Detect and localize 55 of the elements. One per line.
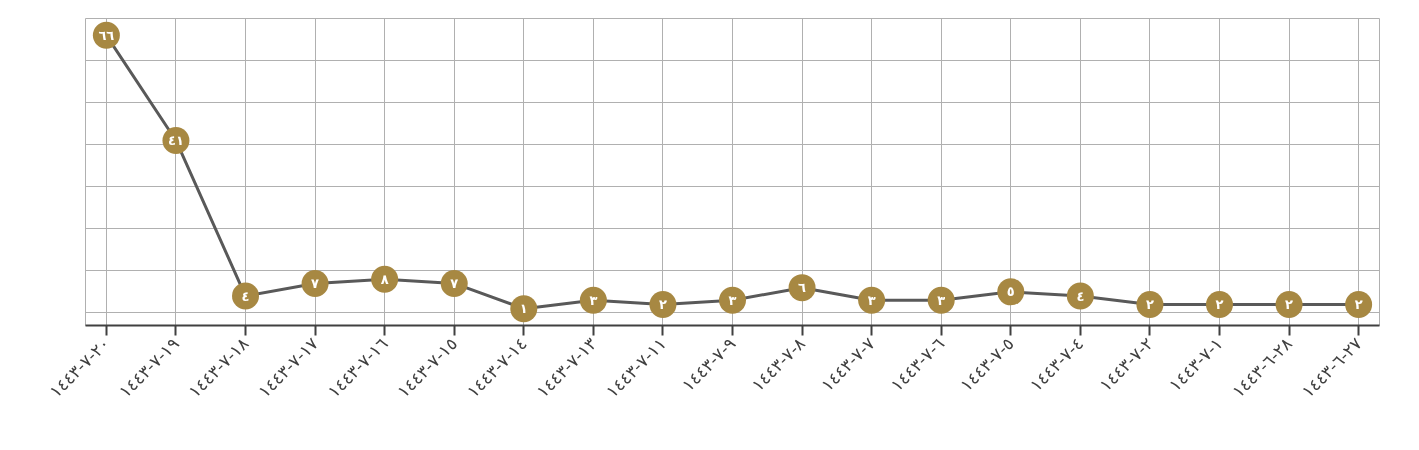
data-label: ٤ — [241, 288, 250, 304]
data-label: ٤١ — [168, 132, 184, 148]
x-tick-label: ١٤٤٣-٧-١٣ — [532, 333, 601, 402]
x-tick-label: ١٤٤٣-٧-١٤ — [462, 333, 531, 402]
data-label: ٣ — [589, 292, 598, 308]
point — [1345, 291, 1373, 318]
data-label: ٦ — [798, 280, 807, 296]
data-label: ٢ — [658, 296, 667, 312]
x-tick-label: ١٤٤٣-٧-١٧ — [254, 333, 323, 402]
point — [510, 295, 538, 323]
point — [579, 286, 607, 314]
data-label: ١ — [519, 301, 528, 317]
data-label: ٣ — [937, 292, 946, 308]
x-tick-label: ١٤٤٣-٧-٧ — [817, 333, 879, 395]
data-label: ٢ — [1145, 296, 1154, 312]
point — [301, 269, 329, 297]
x-tick-label: ١٤٤٣-٧-٢٠ — [45, 333, 114, 402]
x-tick-label: ١٤٤٣-٧-٩ — [678, 333, 740, 395]
point — [788, 274, 816, 302]
x-tick-label: ١٤٤٣-٧-١٦ — [323, 333, 392, 402]
point — [232, 282, 260, 310]
data-label: ٧ — [311, 275, 320, 291]
point — [1136, 291, 1164, 318]
point — [649, 291, 677, 318]
data-label: ٣ — [728, 292, 737, 308]
x-tick-label: ١٤٤٣-٦-٢٨ — [1228, 333, 1297, 402]
x-tick-label: ١٤٤٣-٧-٨ — [747, 333, 810, 395]
data-label: ٢ — [1215, 296, 1224, 312]
point — [371, 265, 399, 293]
data-label: ٥ — [1006, 284, 1015, 300]
data-label: ٨ — [380, 271, 389, 287]
point — [440, 269, 468, 297]
point — [927, 286, 955, 314]
x-tick-label: ١٤٤٣-٧-١٨ — [184, 333, 253, 402]
point — [858, 286, 886, 314]
data-label: ٢ — [1354, 296, 1363, 312]
point — [1275, 291, 1303, 318]
point — [997, 278, 1025, 306]
data-label: ٦٦ — [98, 27, 115, 43]
x-tick-label: ١٤٤٣-٧-١ — [1164, 333, 1227, 395]
data-label: ٧ — [450, 275, 459, 291]
x-tick-label: ١٤٤٣-٧-٦ — [886, 333, 949, 395]
data-label: ٢ — [1285, 296, 1294, 312]
x-tick-label: ١٤٤٣-٧-٥ — [956, 333, 1018, 395]
data-label: ٤ — [1076, 288, 1085, 304]
point — [719, 286, 746, 314]
point — [1066, 282, 1094, 310]
x-tick-label: ١٤٤٣-٧-١٥ — [393, 333, 462, 402]
x-tick-label: ١٤٤٣-٦-٢٧ — [1297, 333, 1366, 402]
x-tick-label: ١٤٤٣-٧-١١ — [601, 333, 670, 402]
data-label: ٣ — [867, 292, 876, 308]
x-tick-label: ١٤٤٣-٧-٢ — [1095, 333, 1157, 395]
x-tick-label: ١٤٤٣-٧-٤ — [1025, 333, 1088, 395]
point — [1205, 291, 1233, 318]
x-tick-label: ١٤٤٣-٧-١٩ — [114, 333, 184, 402]
